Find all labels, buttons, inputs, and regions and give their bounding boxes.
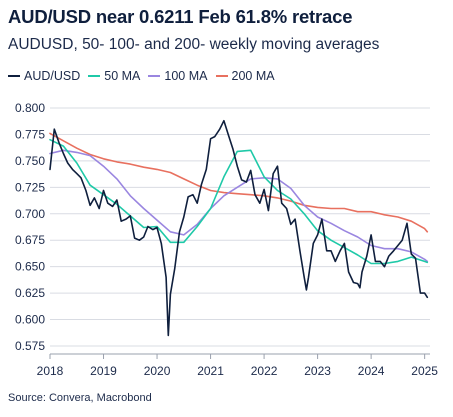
legend-label-50ma: 50 MA <box>104 69 141 83</box>
series-lines <box>49 119 429 337</box>
series-line-audusd <box>49 119 429 337</box>
legend-swatch-100ma <box>148 75 161 77</box>
y-tick-label-7: 0.625 <box>15 286 45 300</box>
source-note: Source: Convera, Macrobond <box>8 392 152 404</box>
chart-title: AUD/USD near 0.6211 Feb 61.8% retrace <box>8 6 353 27</box>
legend-swatch-audusd <box>8 75 20 77</box>
legend-swatch-200ma <box>215 75 228 77</box>
x-tick-label-6: 2024 <box>358 364 385 378</box>
y-tick-label-6: 0.650 <box>15 260 45 274</box>
legend-item-audusd: AUD/USD <box>8 69 80 83</box>
x-tick-label-7: 2025 <box>411 364 438 378</box>
y-tick-label-0: 0.800 <box>15 101 45 115</box>
y-tick-label-3: 0.725 <box>15 180 45 194</box>
chart-legend: AUD/USD 50 MA 100 MA 200 MA <box>8 69 283 83</box>
x-tick-label-3: 2021 <box>197 364 224 378</box>
x-tick-label-2: 2020 <box>144 364 171 378</box>
series-line-200ma <box>49 132 429 233</box>
legend-label-200ma: 200 MA <box>231 69 275 83</box>
legend-label-100ma: 100 MA <box>164 69 208 83</box>
series-line-100ma <box>49 149 429 263</box>
y-axis-ticks: 0.800 0.775 0.750 0.725 0.700 0.675 0.650 0.625… <box>15 101 45 353</box>
y-tick-label-4: 0.700 <box>15 207 45 221</box>
y-tick-label-5: 0.675 <box>15 233 45 247</box>
x-tick-label-0: 2018 <box>37 364 64 378</box>
y-tick-label-9: 0.575 <box>15 339 45 353</box>
grid-lines <box>50 107 430 347</box>
y-tick-label-8: 0.600 <box>15 313 45 327</box>
x-tick-label-1: 2019 <box>90 364 117 378</box>
legend-item-50ma: 50 MA <box>88 69 140 83</box>
legend-swatch-50ma <box>88 75 101 77</box>
legend-item-200ma: 200 MA <box>215 69 275 83</box>
x-axis-ticks: 2018 2019 2020 2021 2022 2023 2024 2025 <box>37 353 438 378</box>
y-tick-label-1: 0.775 <box>15 127 45 141</box>
chart-subtitle: AUDUSD, 50- 100- and 200- weekly moving … <box>8 36 380 53</box>
x-tick-label-5: 2023 <box>304 364 331 378</box>
x-tick-label-4: 2022 <box>251 364 278 378</box>
y-tick-label-2: 0.750 <box>15 154 45 168</box>
legend-item-100ma: 100 MA <box>148 69 208 83</box>
legend-label-audusd: AUD/USD <box>24 69 81 83</box>
